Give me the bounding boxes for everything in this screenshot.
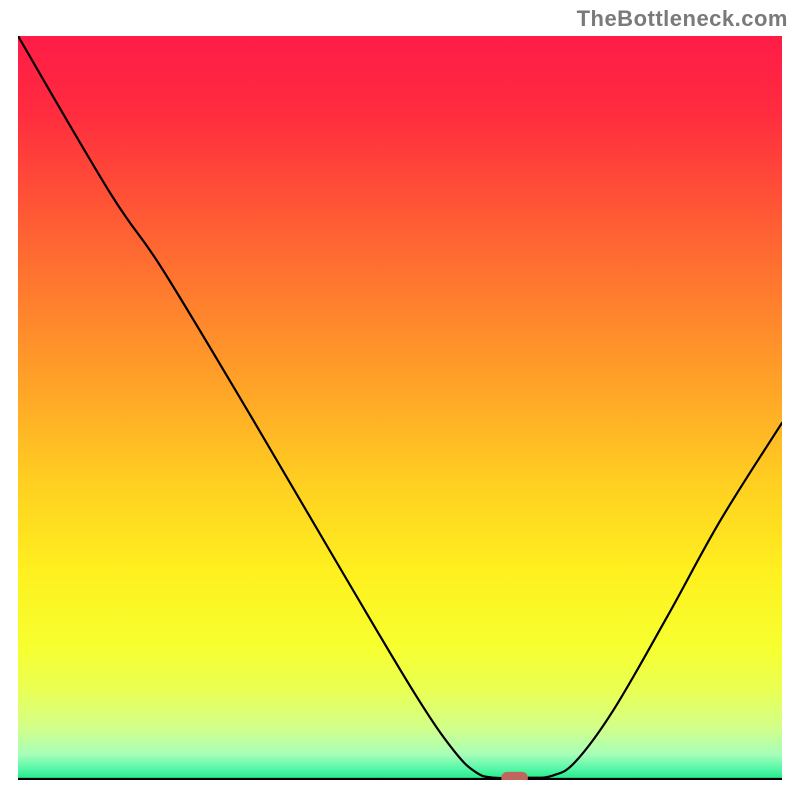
chart-container: { "watermark": { "text": "TheBottleneck.… xyxy=(0,0,800,800)
bottleneck-curve-chart xyxy=(0,0,800,800)
optimal-point-marker xyxy=(501,772,528,784)
